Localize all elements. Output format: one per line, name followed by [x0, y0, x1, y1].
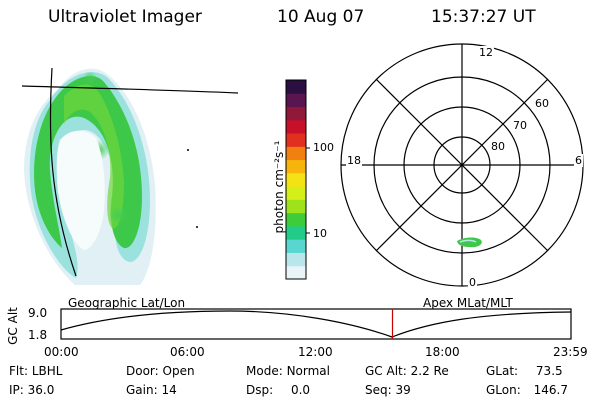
mlt-label-dawn: 6: [574, 154, 583, 167]
status-mode: Mode: Normal: [246, 364, 330, 378]
colorbar-stripe: [286, 93, 306, 108]
lat-label-70: 70: [512, 119, 528, 132]
mlt-label-midnight: 0: [468, 276, 477, 289]
colorbar-stripe: [286, 172, 306, 187]
timeline-left-label: Geographic Lat/Lon: [68, 296, 186, 310]
status-ip: IP: 36.0: [9, 383, 55, 397]
colorbar-stripe: [286, 133, 306, 147]
status-flt: Flt: LBHL: [9, 364, 63, 378]
colorbar-stripe: [286, 159, 306, 174]
status-door: Door: Open: [126, 364, 195, 378]
mlt-label-dusk: 18: [346, 154, 362, 167]
colorbar-tick-10: 10: [313, 227, 327, 240]
time-tick-4: 23:59: [553, 345, 588, 359]
colorbar-stripe: [286, 106, 306, 121]
colorbar-stripe: [286, 186, 306, 200]
colorbar-stripe: [286, 252, 306, 267]
time-tick-2: 12:00: [298, 345, 333, 359]
timeline-right-label: Apex MLat/MLT: [423, 296, 513, 310]
mlt-label-noon: 12: [478, 46, 494, 59]
colorbar-stripe: [286, 199, 306, 214]
instrument-title: Ultraviolet Imager: [48, 7, 202, 27]
status-gain: Gain: 14: [126, 383, 177, 397]
colorbar-stripe: [286, 225, 306, 240]
time-tick-3: 18:00: [425, 345, 460, 359]
status-seq: Seq: 39: [365, 383, 411, 397]
time-tick-0: 00:00: [44, 345, 79, 359]
colorbar-stripe: [286, 80, 306, 94]
lat-label-80: 80: [490, 140, 506, 153]
time-label: 15:37:27 UT: [431, 7, 536, 27]
colorbar-stripe: [286, 119, 306, 134]
colorbar-stripe: [286, 239, 306, 253]
status-dsp: Dsp: 0.0: [246, 383, 311, 397]
status-glat: GLat: 73.5: [486, 364, 563, 378]
time-tick-1: 06:00: [170, 345, 205, 359]
colorbar-stripe: [286, 265, 306, 280]
timeline-y-max: 9.0: [28, 306, 48, 320]
status-glon: GLon: 146.7: [486, 383, 568, 397]
colorbar-stripe: [286, 212, 306, 227]
date-label: 10 Aug 07: [277, 7, 365, 27]
status-gc-alt: GC Alt: 2.2 Re: [365, 364, 449, 378]
colorbar-tick-100: 100: [313, 141, 334, 154]
lat-label-60: 60: [534, 97, 550, 110]
colorbar-stripe: [286, 146, 306, 161]
timeline-y-min: 1.8: [28, 328, 48, 342]
